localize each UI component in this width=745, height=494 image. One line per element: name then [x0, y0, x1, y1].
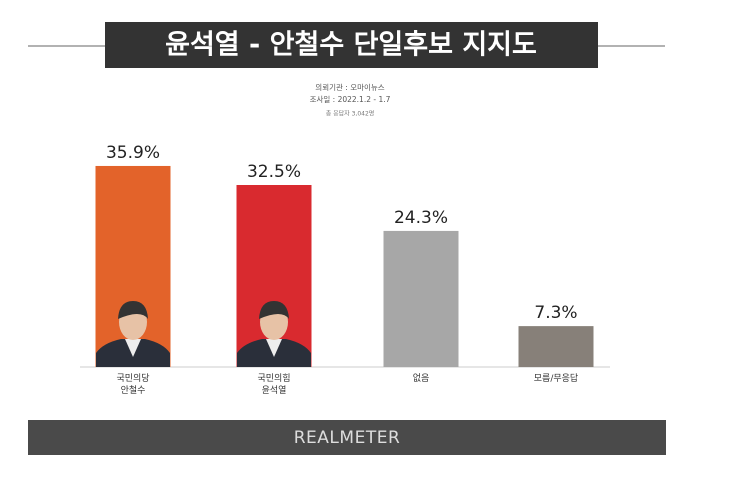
category-label: 모름/무응답: [533, 374, 579, 384]
value-label: 35.9%: [106, 143, 160, 163]
footer-bar: [28, 420, 666, 455]
bar: [518, 326, 594, 367]
category-label: 없음: [412, 374, 430, 384]
subtitle: 의뢰기관 : 오마이뉴스: [315, 82, 384, 92]
portrait-shirt: [125, 339, 141, 357]
value-label: 7.3%: [534, 303, 577, 323]
portrait-hair: [118, 301, 148, 319]
footer-text: REALMETER: [294, 428, 401, 448]
category-label: 국민의힘 윤석열: [257, 374, 291, 396]
chart-title: 윤석열 - 안철수 단일후보 지지도: [165, 30, 537, 61]
portrait-hair: [259, 301, 289, 319]
subtitle: 조사일 : 2022.1.2 - 1.7: [310, 95, 391, 104]
value-label: 24.3%: [394, 208, 448, 228]
title-box: [105, 22, 598, 68]
value-label: 32.5%: [247, 162, 301, 182]
category-label: 국민의당 안철수: [116, 374, 150, 396]
portrait-shirt: [266, 339, 282, 357]
subtitle: 총 응답자 3,042명: [326, 110, 375, 118]
bar: [383, 230, 459, 367]
